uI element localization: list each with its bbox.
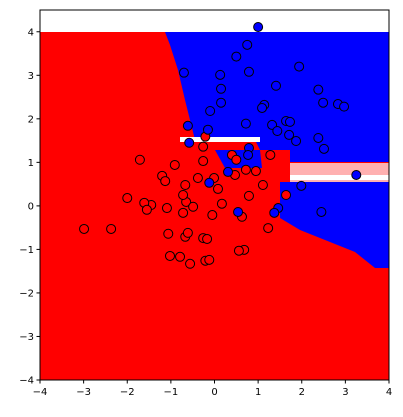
blue-region bbox=[165, 32, 389, 162]
point bbox=[253, 21, 264, 32]
point bbox=[291, 136, 302, 147]
y-tick-label: 4 bbox=[28, 27, 34, 38]
point bbox=[215, 69, 226, 80]
x-tick-label: 3 bbox=[342, 387, 348, 398]
point bbox=[294, 61, 305, 72]
point bbox=[265, 149, 276, 160]
point bbox=[318, 97, 329, 108]
point bbox=[185, 258, 196, 269]
point bbox=[134, 154, 145, 165]
point bbox=[205, 105, 216, 116]
point bbox=[106, 223, 117, 234]
point bbox=[257, 102, 268, 113]
point bbox=[192, 173, 203, 184]
point bbox=[296, 180, 307, 191]
point bbox=[165, 250, 176, 261]
boundary-band bbox=[180, 137, 260, 142]
point bbox=[122, 193, 133, 204]
point bbox=[231, 51, 242, 62]
marks bbox=[79, 21, 362, 269]
point bbox=[339, 101, 350, 112]
point bbox=[233, 206, 244, 217]
point bbox=[216, 83, 227, 94]
point bbox=[284, 116, 295, 127]
point bbox=[207, 210, 218, 221]
point bbox=[182, 227, 193, 238]
point bbox=[184, 137, 195, 148]
y-tick-label: 0 bbox=[28, 201, 34, 212]
point bbox=[316, 206, 327, 217]
point bbox=[161, 203, 172, 214]
x-tick-label: 0 bbox=[211, 387, 217, 398]
x-tick-label: 4 bbox=[386, 387, 392, 398]
point bbox=[163, 228, 174, 239]
point bbox=[263, 223, 274, 234]
point bbox=[313, 84, 324, 95]
point bbox=[243, 66, 254, 77]
y-tick-label: 2 bbox=[28, 114, 34, 125]
x-tick-label: 1 bbox=[255, 387, 261, 398]
x-tick-label: −3 bbox=[76, 387, 91, 398]
point bbox=[313, 132, 324, 143]
point bbox=[198, 156, 209, 167]
x-tick-label: 2 bbox=[299, 387, 305, 398]
point bbox=[271, 80, 282, 91]
point bbox=[240, 118, 251, 129]
point bbox=[178, 190, 189, 200]
x-tick-label: −4 bbox=[33, 387, 48, 398]
point bbox=[269, 207, 280, 218]
point bbox=[204, 177, 215, 188]
y-tick-label: −2 bbox=[19, 288, 34, 299]
point bbox=[318, 143, 329, 154]
y-tick-label: 3 bbox=[28, 71, 34, 82]
point bbox=[216, 97, 227, 108]
point bbox=[351, 169, 362, 180]
point bbox=[212, 183, 223, 194]
point bbox=[178, 207, 189, 218]
y-tick-label: −1 bbox=[19, 245, 34, 256]
point bbox=[178, 67, 189, 78]
point bbox=[169, 159, 180, 170]
y-tick-label: −4 bbox=[19, 376, 34, 387]
x-tick-label: −2 bbox=[120, 387, 135, 398]
decision-surface bbox=[40, 32, 389, 380]
point bbox=[233, 245, 244, 256]
point bbox=[231, 154, 242, 165]
point bbox=[202, 233, 213, 244]
blue-region bbox=[280, 182, 389, 268]
point bbox=[281, 190, 292, 200]
boundary-band bbox=[290, 175, 389, 180]
point bbox=[250, 166, 261, 177]
point bbox=[272, 126, 283, 137]
point bbox=[243, 190, 254, 201]
point bbox=[198, 141, 209, 152]
point bbox=[242, 39, 253, 50]
x-tick-label: −1 bbox=[164, 387, 179, 398]
point bbox=[175, 251, 186, 262]
y-tick-label: −3 bbox=[19, 332, 34, 343]
point bbox=[284, 129, 295, 140]
point bbox=[223, 166, 234, 177]
point bbox=[160, 176, 171, 187]
point bbox=[188, 201, 199, 212]
point bbox=[180, 179, 191, 190]
point bbox=[79, 223, 90, 234]
y-tick-label: 1 bbox=[28, 158, 34, 169]
point bbox=[216, 198, 227, 209]
point bbox=[204, 254, 215, 265]
point bbox=[243, 149, 254, 160]
point bbox=[240, 164, 251, 175]
point bbox=[141, 204, 152, 215]
point bbox=[182, 120, 193, 131]
point bbox=[202, 124, 213, 135]
point bbox=[257, 179, 268, 190]
